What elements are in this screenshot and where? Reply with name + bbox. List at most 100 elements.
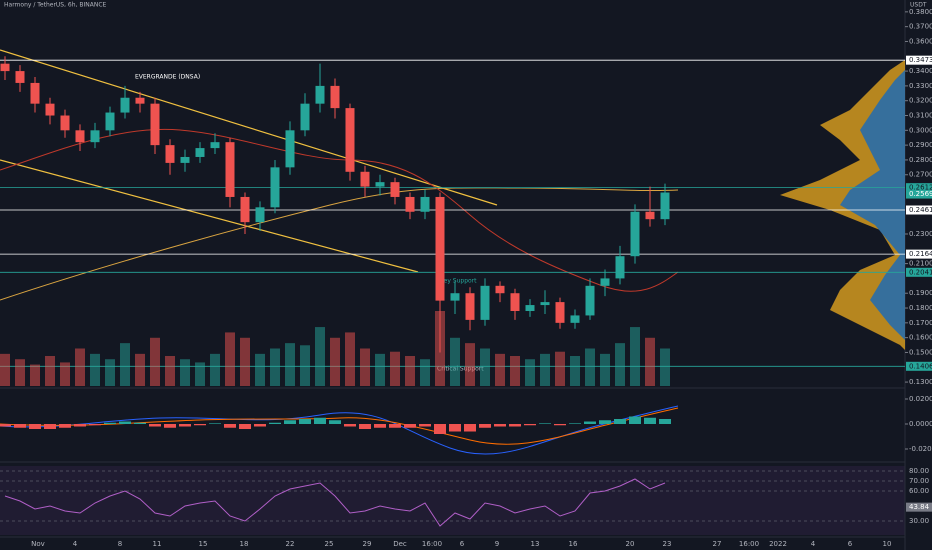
- macd-bar: [119, 421, 131, 424]
- macd-bar: [0, 424, 11, 427]
- volume-bar: [105, 359, 115, 386]
- x-tick-label: 4: [811, 540, 816, 548]
- candle-body: [120, 97, 130, 113]
- macd-bar: [659, 419, 671, 424]
- macd-bar: [134, 422, 146, 424]
- macd-bar: [464, 424, 476, 432]
- price-label: 43.84: [909, 503, 930, 511]
- candle-body: [135, 97, 145, 104]
- macd-bar: [524, 424, 536, 426]
- volume-bar: [645, 337, 655, 386]
- candle-body: [75, 130, 85, 143]
- x-tick-label: 6: [848, 540, 853, 548]
- candle-body: [255, 207, 265, 223]
- volume-bar: [180, 359, 190, 386]
- volume-bar: [135, 353, 145, 386]
- candle-body: [165, 145, 175, 163]
- moving-average: [0, 128, 679, 292]
- candle-body: [300, 103, 310, 131]
- macd-bar: [29, 424, 41, 429]
- price-label: 0.26128: [909, 184, 932, 192]
- candle-body: [15, 71, 25, 83]
- signal-line: [0, 407, 679, 445]
- macd-bar: [254, 424, 266, 427]
- x-tick-label: 16:00: [422, 540, 442, 548]
- price-label: 0.20412: [909, 268, 932, 276]
- macd-bar: [209, 423, 221, 424]
- candle-body: [645, 211, 655, 220]
- macd-bar: [629, 416, 641, 424]
- macd-bar: [89, 424, 101, 426]
- volume-bar: [615, 343, 625, 386]
- annotation: EVERGRANDE (DNSA): [135, 74, 200, 81]
- macd-bar: [164, 424, 176, 428]
- macd-line: [0, 405, 679, 455]
- volume-bar: [480, 348, 490, 386]
- price-label-box: [906, 361, 932, 371]
- y-tick-label: 60.00: [909, 487, 929, 495]
- candle-body: [615, 256, 625, 279]
- volume-bar: [660, 348, 670, 386]
- price-label-box: [906, 189, 932, 199]
- moving-average: [0, 187, 679, 301]
- x-tick-label: 27: [713, 540, 722, 548]
- macd-bar: [419, 424, 431, 427]
- candle-body: [450, 293, 460, 301]
- volume-bar: [225, 332, 235, 386]
- volume-bar: [390, 351, 400, 386]
- candle-body: [60, 115, 70, 131]
- rsi-band: [0, 466, 905, 535]
- trend-line: [0, 159, 419, 273]
- price-label: 0.21641: [909, 250, 932, 258]
- x-tick-label: 10: [883, 540, 892, 548]
- volume-bar: [45, 356, 55, 386]
- volume-bar: [420, 359, 430, 386]
- macd-bar: [569, 423, 581, 424]
- x-tick-label: 23: [663, 540, 672, 548]
- candle-body: [210, 142, 220, 149]
- macd-bar: [479, 424, 491, 428]
- annotation: Key Support: [440, 278, 477, 285]
- chart-title: Harmony / TetherUS, 6h, BINANCE: [4, 2, 107, 9]
- candle-body: [420, 196, 430, 212]
- candle-body: [330, 85, 340, 109]
- macd-bar: [14, 424, 26, 428]
- price-label: 0.24619: [909, 206, 932, 214]
- volume-bar: [600, 353, 610, 386]
- candle-body: [0, 63, 10, 72]
- rsi-line: [4, 478, 666, 527]
- candle-body: [585, 285, 595, 316]
- candle-body: [90, 130, 100, 143]
- currency: USDT: [910, 2, 927, 9]
- macd-bar: [74, 424, 86, 427]
- macd-bar: [584, 421, 596, 424]
- candle-body: [390, 182, 400, 197]
- price-label: 0.34737: [909, 56, 932, 64]
- macd-bar: [104, 422, 116, 424]
- candle-body: [105, 112, 115, 131]
- x-tick-label: 16:00: [739, 540, 759, 548]
- volume-bar: [525, 359, 535, 386]
- volume-bar: [450, 337, 460, 386]
- candle-body: [465, 293, 475, 320]
- x-tick-label: 25: [325, 540, 334, 548]
- candle-body: [345, 108, 355, 172]
- volume-bar: [120, 343, 130, 386]
- volume-bar: [195, 362, 205, 386]
- macd-bar: [494, 424, 506, 427]
- candle-body: [600, 278, 610, 286]
- macd-bar: [404, 424, 416, 428]
- volume-bar: [555, 351, 565, 386]
